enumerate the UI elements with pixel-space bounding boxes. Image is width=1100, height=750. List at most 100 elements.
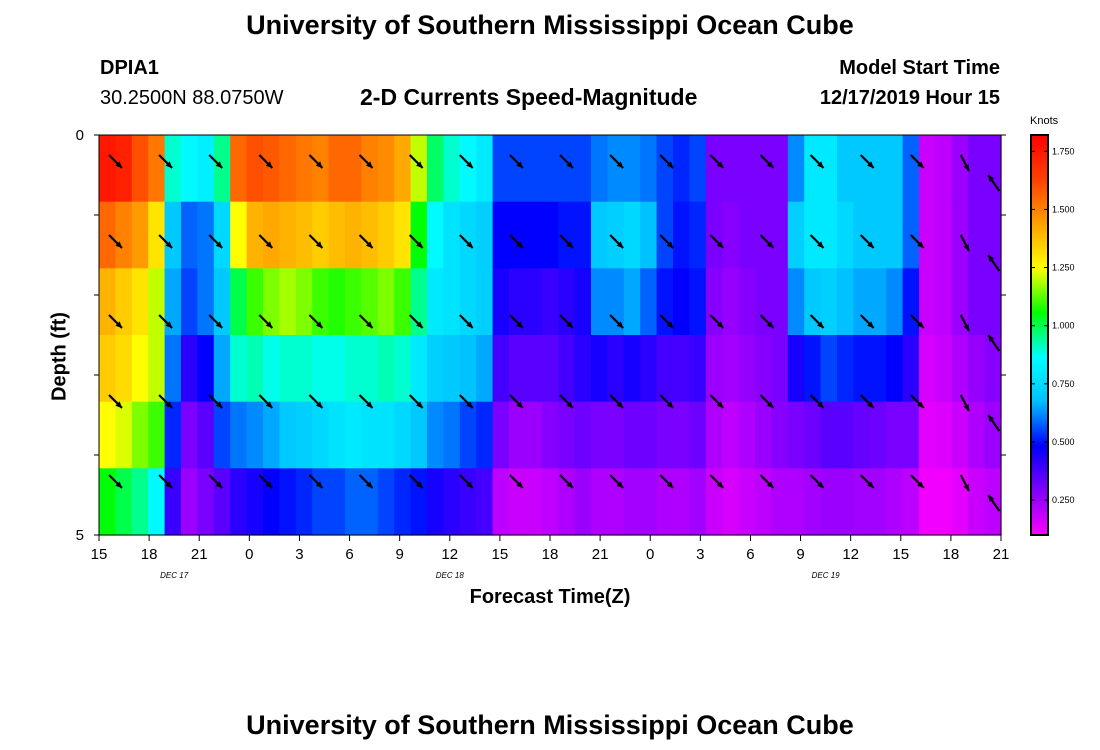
heat-cell xyxy=(443,468,461,536)
current-arrow xyxy=(358,474,374,489)
heat-cell xyxy=(771,201,789,269)
heat-cell xyxy=(197,201,215,269)
heat-cell xyxy=(591,135,608,203)
heat-cell xyxy=(328,335,346,403)
current-arrow xyxy=(809,314,825,329)
current-arrow xyxy=(759,314,775,329)
heat-cell xyxy=(509,401,526,469)
current-arrow xyxy=(859,314,875,329)
heat-cell xyxy=(673,335,690,403)
heat-cell xyxy=(722,135,740,203)
current-arrow xyxy=(709,474,725,489)
heat-cell xyxy=(869,335,887,403)
heat-cell xyxy=(99,468,116,536)
current-arrow xyxy=(559,474,574,489)
heat-cell xyxy=(673,401,690,469)
heat-cell xyxy=(492,201,510,269)
plot-title: 2-D Currents Speed-Magnitude xyxy=(360,84,698,110)
current-arrow xyxy=(910,314,925,329)
date-label: DEC 17 xyxy=(160,571,189,580)
heat-cell xyxy=(181,268,198,336)
heat-cell xyxy=(722,268,740,336)
heat-cell xyxy=(164,135,182,203)
heat-cell xyxy=(853,335,871,403)
current-arrow xyxy=(759,154,775,169)
heat-cell xyxy=(377,135,395,203)
heat-cell xyxy=(394,268,412,336)
footer-title: University of Southern Mississippi Ocean… xyxy=(246,710,854,740)
heat-cell xyxy=(738,401,756,469)
heat-cell xyxy=(312,268,330,336)
heat-cell xyxy=(377,468,395,536)
heat-cell xyxy=(427,268,444,336)
heat-cell xyxy=(771,268,789,336)
heat-cell xyxy=(755,135,772,203)
heat-cell xyxy=(722,201,740,269)
heat-cell xyxy=(361,335,379,403)
current-arrow xyxy=(609,474,624,489)
current-arrow xyxy=(108,314,123,329)
main-title: University of Southern Mississippi Ocean… xyxy=(246,10,854,40)
heat-cell xyxy=(656,335,674,403)
current-arrow xyxy=(459,394,474,409)
current-arrow xyxy=(358,154,374,169)
heat-cell xyxy=(640,268,658,336)
heat-cell xyxy=(345,135,362,203)
heat-cell xyxy=(295,401,313,469)
heat-cell xyxy=(673,201,690,269)
heat-cell xyxy=(804,401,822,469)
heat-cell xyxy=(295,135,313,203)
heat-cell xyxy=(246,335,264,403)
heat-cell xyxy=(246,401,264,469)
colorbar-bar xyxy=(1030,134,1049,536)
heat-cell xyxy=(115,468,133,536)
x-tick-label: 15 xyxy=(492,546,509,563)
heat-cell xyxy=(574,135,592,203)
current-arrow xyxy=(509,234,524,249)
heat-cell xyxy=(919,468,936,536)
current-arrow xyxy=(208,394,224,409)
heat-cell xyxy=(558,468,576,536)
heat-cell xyxy=(656,401,674,469)
heat-cell xyxy=(689,335,707,403)
current-arrow xyxy=(959,154,970,172)
current-arrow xyxy=(859,474,875,489)
heat-cell xyxy=(607,335,625,403)
current-arrow xyxy=(987,174,1001,192)
x-tick-label: 15 xyxy=(91,546,108,563)
heat-cell xyxy=(230,135,248,203)
heat-cell xyxy=(935,201,953,269)
heat-cell xyxy=(459,468,477,536)
heat-cell xyxy=(853,135,871,203)
heat-cell xyxy=(673,135,690,203)
heat-cell xyxy=(263,468,280,536)
current-arrow xyxy=(809,394,825,409)
heat-cell xyxy=(328,201,346,269)
x-tick-label: 21 xyxy=(191,546,208,563)
heat-cell xyxy=(279,268,297,336)
heat-cell xyxy=(410,401,428,469)
heat-cell xyxy=(394,401,412,469)
heat-cell xyxy=(443,335,461,403)
heat-cell xyxy=(574,401,592,469)
heat-cell xyxy=(312,468,330,536)
heat-cell xyxy=(837,201,854,269)
heat-cell xyxy=(640,401,658,469)
current-arrow xyxy=(308,154,324,169)
heat-cell xyxy=(787,468,805,536)
heat-cell xyxy=(181,401,198,469)
heat-cell xyxy=(476,468,494,536)
heat-cell xyxy=(968,468,986,536)
heat-cell xyxy=(410,335,428,403)
current-arrow xyxy=(559,234,574,249)
x-tick-label: 18 xyxy=(943,546,960,563)
current-arrow xyxy=(358,394,374,409)
heat-cell xyxy=(673,268,690,336)
current-arrow xyxy=(308,314,324,329)
heat-cell xyxy=(213,268,231,336)
heat-cell xyxy=(902,401,920,469)
heat-cell xyxy=(427,135,444,203)
heat-cell xyxy=(558,401,576,469)
heat-cell xyxy=(345,201,362,269)
heat-cell xyxy=(935,135,953,203)
